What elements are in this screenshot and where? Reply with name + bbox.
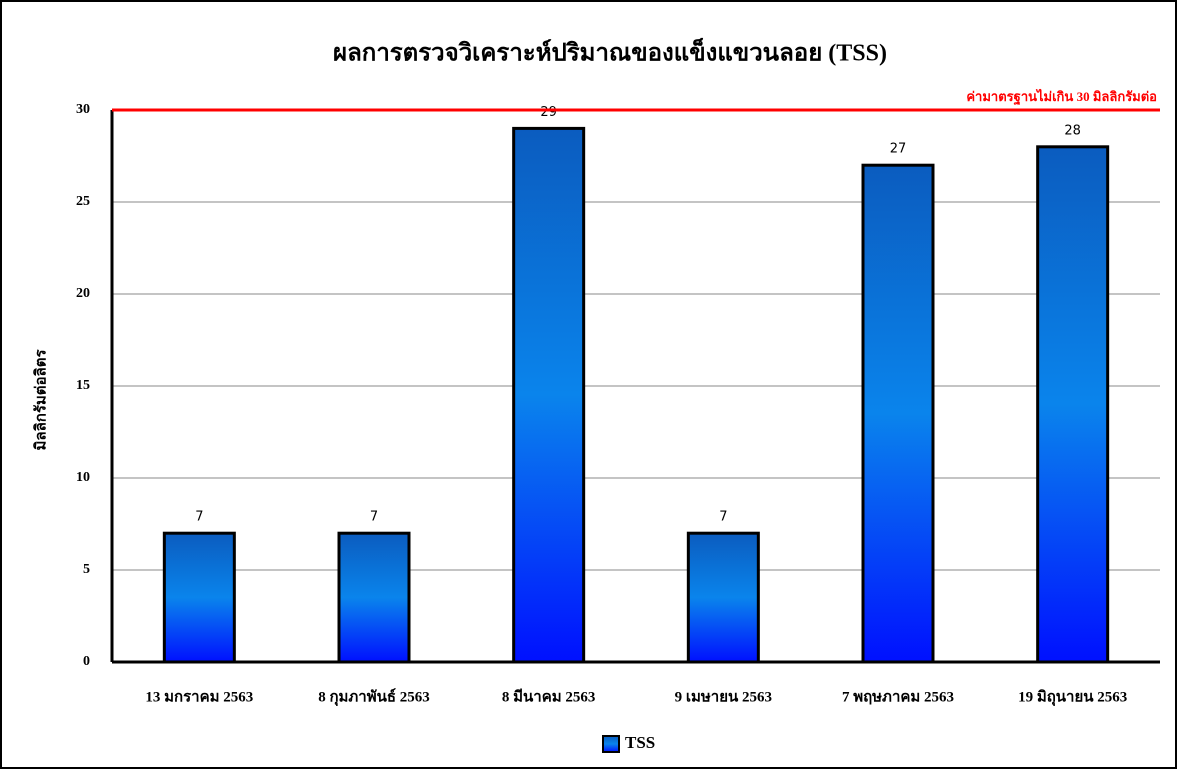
y-tick-label: 15 <box>76 378 90 393</box>
bar <box>861 163 935 664</box>
y-tick-label: 5 <box>83 562 90 577</box>
bar <box>1036 145 1110 664</box>
x-tick-label: 19 มิถุนายน 2563 <box>1018 687 1127 706</box>
data-label: 29 <box>540 105 557 120</box>
x-tick-label: 9 เมษายน 2563 <box>675 689 772 705</box>
x-tick-label: 8 กุมภาพันธ์ 2563 <box>318 687 430 706</box>
bar <box>337 531 411 664</box>
x-tick-label: 8 มีนาคม 2563 <box>502 688 596 705</box>
data-label: 7 <box>370 510 378 525</box>
legend-label: TSS <box>625 733 655 752</box>
data-label: 7 <box>719 510 727 525</box>
y-tick-label: 0 <box>83 654 90 669</box>
y-tick-label: 10 <box>76 470 90 485</box>
y-tick-label: 30 <box>76 102 90 117</box>
legend-swatch <box>602 735 620 753</box>
x-tick-label: 13 มกราคม 2563 <box>145 689 253 705</box>
x-tick-label: 7 พฤษภาคม 2563 <box>842 689 954 705</box>
bar <box>686 531 760 664</box>
y-axis-label: มิลลิกรัมต่อลิตร <box>31 349 49 451</box>
y-tick-label: 25 <box>76 194 90 209</box>
data-label: 27 <box>890 142 907 157</box>
data-label: 7 <box>195 510 203 525</box>
bar <box>512 126 586 664</box>
reference-label: ค่ามาตรฐานไม่เกิน 30 มิลลิกรัมต่อ <box>966 88 1157 106</box>
chart-title: ผลการตรวจวิเคราะห์ปริมาณของแข็งแขวนลอย (… <box>333 38 887 67</box>
data-label: 28 <box>1064 123 1081 138</box>
bar <box>162 531 236 664</box>
y-tick-label: 20 <box>76 286 90 301</box>
